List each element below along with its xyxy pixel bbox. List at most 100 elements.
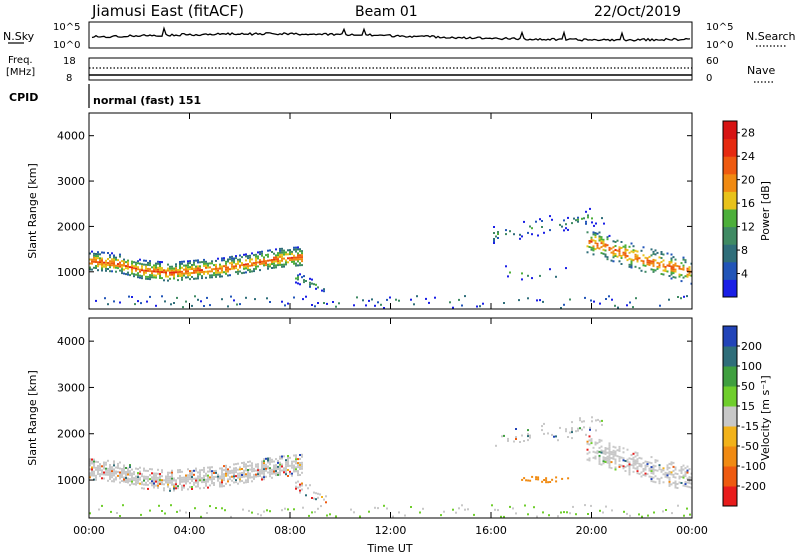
ground-scatter-cell [326,514,328,517]
echo-cell [243,471,245,474]
echo-cell [179,471,181,473]
ground-scatter-cell [539,299,541,302]
ground-scatter-cell [491,504,493,507]
echo-cell [209,468,211,471]
echo-cell [143,271,145,274]
echo-cell [177,477,179,480]
ground-scatter-cell [158,504,160,507]
echo-cell [600,439,603,442]
echo-cell [155,274,157,277]
echo-cell [646,465,649,468]
echo-cell [289,257,291,260]
echo-cell [181,260,183,263]
echo-cell [129,484,131,487]
echo-cell [543,479,546,481]
echo-cell [225,482,227,485]
echo-cell [155,276,157,279]
echo-cell [137,262,139,265]
echo-cell [125,477,127,479]
echo-cell [688,272,691,275]
echo-cell [197,475,199,478]
echo-cell [678,477,681,480]
echo-cell [642,474,645,476]
echo-cell [145,469,147,472]
echo-cell [251,466,253,469]
ytick-label: 4000 [57,130,85,143]
echo-cell [507,437,509,440]
echo-cell [275,266,277,269]
echo-cell [658,256,661,259]
echo-cell [648,259,651,262]
echo-cell [301,482,303,485]
echo-cell [91,458,93,461]
echo-cell [283,253,285,256]
echo-cell [634,255,637,258]
echo-cell [301,258,303,261]
echo-cell [125,481,127,483]
echo-cell [592,253,595,256]
echo-cell [537,478,540,481]
ground-scatter-cell [101,504,103,507]
echo-cell [111,252,113,255]
echo-cell [245,463,247,466]
colorbar-segment [723,121,737,140]
echo-cell [585,210,587,213]
echo-cell [521,272,523,275]
echo-cell [612,445,615,448]
echo-cell [237,476,239,479]
echo-cell [213,476,215,478]
echo-cell [123,262,125,265]
colorbar-segment [723,173,737,192]
echo-cell [684,471,687,474]
echo-cell [265,465,267,468]
echo-cell [89,458,91,461]
echo-cell [523,477,526,480]
echo-cell [285,251,287,254]
echo-cell [237,272,239,275]
echo-cell [93,472,95,475]
echo-cell [588,435,591,438]
ground-scatter-cell [149,295,151,298]
echo-cell [586,251,589,254]
echo-cell [105,269,107,272]
echo-cell [279,455,281,458]
nsky-tick-bottom: 10^0 [53,40,80,51]
echo-cell [127,467,129,470]
echo-cell [179,265,181,267]
echo-cell [295,246,297,249]
echo-cell [585,220,587,223]
echo-cell [265,260,267,263]
echo-cell [157,266,159,269]
echo-cell [117,464,119,467]
echo-cell [145,263,147,266]
echo-cell [121,472,123,474]
echo-cell [606,256,609,259]
ytick-label: 1000 [57,266,85,279]
echo-cell [269,265,271,268]
echo-cell [105,473,107,476]
echo-cell [89,268,91,271]
echo-cell [259,470,261,473]
echo-cell [169,267,171,270]
echo-cell [141,267,143,270]
echo-cell [674,268,677,271]
echo-cell [680,268,683,271]
echo-cell [636,462,639,465]
echo-cell [191,470,193,472]
echo-cell [259,261,261,264]
echo-cell [596,242,599,245]
echo-cell [251,462,253,465]
echo-cell [265,254,267,257]
echo-cell [235,267,237,270]
echo-cell [135,273,137,276]
ground-scatter-cell [542,511,544,514]
echo-cell [223,465,225,468]
echo-cell [211,276,213,279]
echo-cell [253,475,255,478]
echo-cell [624,470,627,472]
echo-cell [563,229,565,232]
echo-cell [247,267,249,270]
echo-cell [660,251,663,253]
echo-cell [261,472,263,475]
echo-cell [285,473,287,476]
